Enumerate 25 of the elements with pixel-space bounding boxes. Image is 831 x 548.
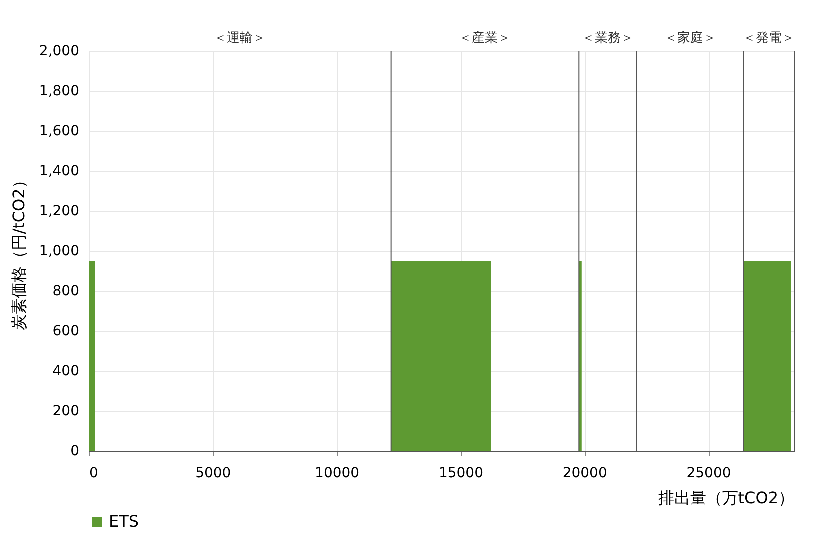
y-tick-label: 1,800: [39, 84, 80, 100]
text: ＜業務＞: [582, 31, 634, 46]
x-tick-label: 5000: [196, 466, 232, 482]
legend-label: ETS: [109, 512, 140, 531]
y-tick-label: 600: [52, 324, 80, 340]
x-tick-label: 20000: [562, 466, 608, 482]
x-tick-label: 15000: [438, 466, 484, 482]
y-tick-label: 0: [70, 444, 80, 460]
y-axis-title: 炭素価格（円/tCO2）: [9, 172, 28, 330]
x-tick-label: 25000: [686, 466, 732, 482]
x-axis-title: 排出量（万tCO2）: [658, 488, 794, 508]
y-tick-label: 200: [52, 404, 80, 420]
text: ＜家庭＞: [664, 30, 716, 46]
y-tick-label: 1,400: [39, 164, 80, 180]
y-tick-label: 1,200: [39, 204, 80, 220]
y-tick-label: 400: [52, 364, 80, 380]
text: ＜発電＞: [742, 31, 795, 46]
y-tick-label: 1,000: [39, 244, 80, 260]
x-tick-label: 10000: [315, 466, 360, 482]
y-tick-label: 800: [52, 284, 80, 300]
y-tick-label: 2,000: [39, 44, 80, 60]
y-tick-label: 1,600: [39, 124, 80, 140]
text: ＜運輸＞: [214, 31, 266, 46]
text: ＜産業＞: [459, 30, 512, 46]
x-tick-label: 0: [90, 466, 98, 482]
